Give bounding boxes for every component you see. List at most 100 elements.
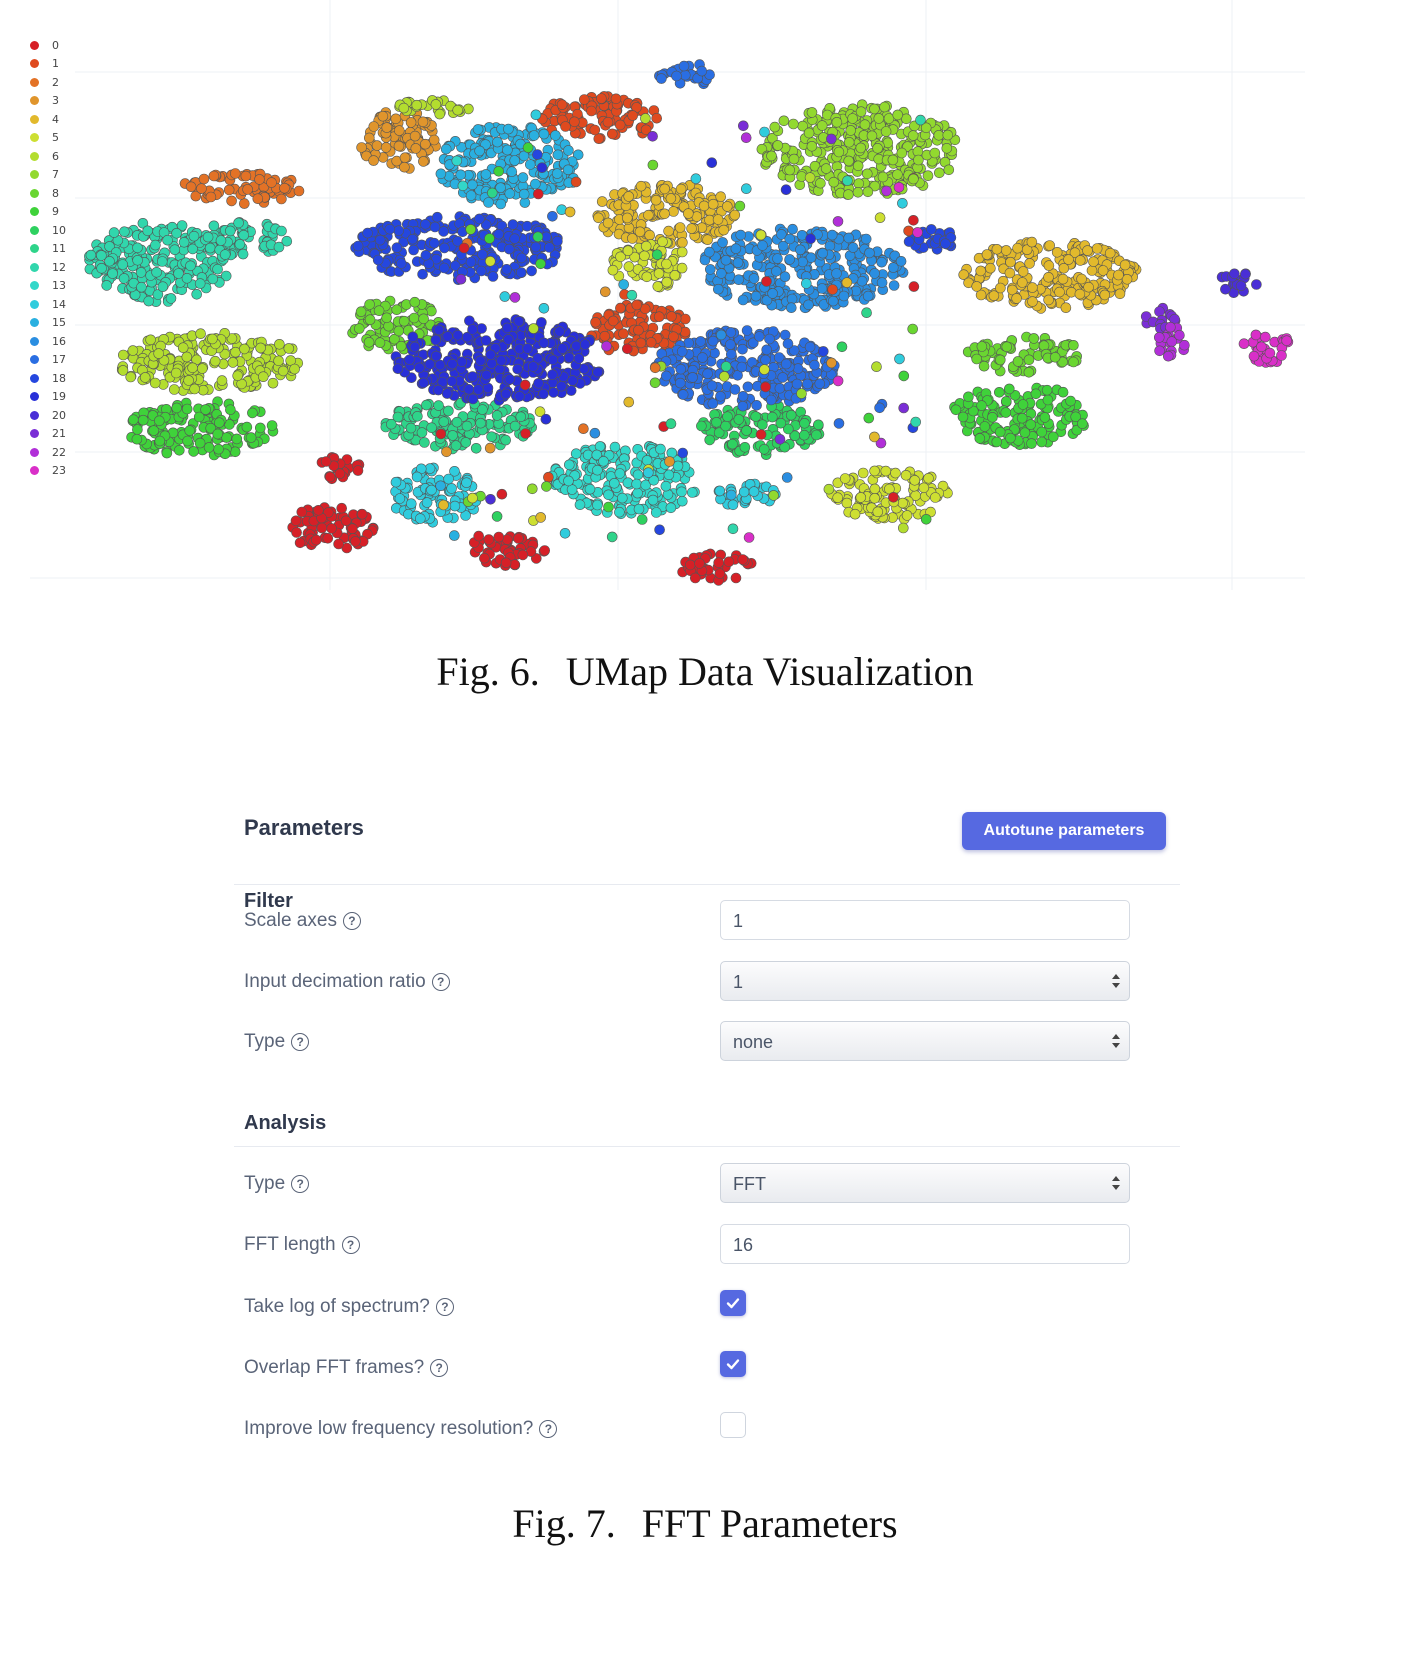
data-point — [169, 244, 181, 255]
legend-item-12[interactable]: 12 — [30, 258, 66, 277]
data-point — [225, 404, 236, 416]
cluster-class-1 — [536, 91, 663, 144]
filter-type-select[interactable]: none — [720, 1021, 1130, 1061]
data-point — [879, 101, 890, 113]
data-point — [316, 522, 328, 534]
help-icon[interactable]: ? — [341, 1236, 360, 1254]
data-point — [183, 375, 194, 386]
help-icon[interactable]: ? — [430, 1359, 449, 1377]
data-point — [792, 363, 804, 374]
data-point — [474, 145, 485, 157]
legend-item-20[interactable]: 20 — [30, 406, 66, 425]
low-frequency-checkbox[interactable] — [720, 1412, 746, 1438]
data-point — [486, 431, 497, 443]
cluster-class-12 — [84, 218, 232, 308]
data-point — [737, 120, 749, 132]
input-decimation-select[interactable]: 1 — [720, 961, 1130, 1001]
data-point — [743, 532, 755, 543]
legend-item-0[interactable]: 0 — [30, 36, 66, 55]
data-point — [843, 155, 855, 167]
data-point — [274, 338, 285, 350]
data-point — [430, 334, 442, 346]
legend-item-10[interactable]: 10 — [30, 221, 66, 240]
take-log-row: Take log of spectrum? ? — [244, 1286, 1180, 1330]
overlap-frames-checkbox[interactable] — [720, 1351, 746, 1377]
data-point — [514, 390, 525, 402]
help-icon[interactable]: ? — [291, 1175, 310, 1193]
legend-item-9[interactable]: 9 — [30, 203, 66, 222]
legend-item-14[interactable]: 14 — [30, 295, 66, 314]
data-point — [433, 400, 444, 411]
legend-item-8[interactable]: 8 — [30, 184, 66, 203]
legend-item-5[interactable]: 5 — [30, 129, 66, 148]
data-point — [174, 444, 185, 456]
legend-label: 13 — [52, 279, 66, 293]
data-point — [430, 99, 442, 110]
legend-item-22[interactable]: 22 — [30, 443, 66, 462]
legend-item-6[interactable]: 6 — [30, 147, 66, 166]
data-point — [452, 104, 464, 116]
data-point — [802, 378, 813, 390]
legend-item-11[interactable]: 11 — [30, 240, 66, 259]
legend-item-16[interactable]: 16 — [30, 332, 66, 351]
data-point — [456, 356, 468, 368]
legend-item-19[interactable]: 19 — [30, 388, 66, 407]
legend-item-3[interactable]: 3 — [30, 92, 66, 111]
data-point — [154, 415, 165, 427]
data-point — [780, 358, 792, 370]
data-point — [861, 168, 873, 180]
data-point — [563, 459, 575, 471]
data-point — [457, 180, 469, 192]
legend-item-18[interactable]: 18 — [30, 369, 66, 388]
data-point — [903, 236, 915, 247]
data-point — [518, 188, 530, 200]
data-point — [356, 508, 368, 520]
data-point — [872, 143, 883, 154]
data-point — [784, 233, 796, 245]
data-point — [881, 185, 892, 197]
data-point — [632, 469, 644, 481]
data-point — [843, 137, 855, 148]
data-point — [696, 420, 707, 432]
help-icon[interactable]: ? — [291, 1033, 310, 1051]
data-point — [276, 225, 287, 237]
legend-item-23[interactable]: 23 — [30, 462, 66, 481]
legend-item-2[interactable]: 2 — [30, 73, 66, 92]
data-point — [162, 234, 173, 246]
legend-item-15[interactable]: 15 — [30, 314, 66, 333]
data-point — [652, 281, 664, 292]
help-icon[interactable]: ? — [539, 1420, 558, 1438]
help-icon[interactable]: ? — [431, 973, 450, 991]
data-point — [189, 383, 200, 395]
data-point — [266, 420, 278, 431]
fft-length-input[interactable]: 16 — [720, 1224, 1130, 1264]
input-decimation-row: Input decimation ratio ? 1 — [244, 961, 1180, 1005]
help-icon[interactable]: ? — [342, 912, 361, 930]
cluster-class-0 — [316, 452, 365, 485]
data-point — [479, 552, 490, 564]
legend-item-17[interactable]: 17 — [30, 351, 66, 370]
data-point — [557, 343, 568, 354]
analysis-type-select[interactable]: FFT — [720, 1163, 1130, 1203]
data-point — [509, 292, 521, 303]
data-point — [623, 191, 635, 202]
legend-item-13[interactable]: 13 — [30, 277, 66, 296]
data-point — [161, 447, 173, 459]
autotune-parameters-button[interactable]: Autotune parameters — [962, 812, 1166, 850]
legend-item-7[interactable]: 7 — [30, 166, 66, 185]
data-point — [730, 243, 742, 254]
data-point — [391, 304, 403, 316]
data-point — [1076, 273, 1087, 285]
take-log-checkbox[interactable] — [720, 1290, 746, 1316]
data-point — [212, 263, 223, 275]
legend-item-1[interactable]: 1 — [30, 55, 66, 74]
scale-axes-input[interactable]: 1 — [720, 900, 1130, 940]
help-icon[interactable]: ? — [435, 1298, 454, 1316]
data-point — [593, 133, 605, 144]
legend-item-4[interactable]: 4 — [30, 110, 66, 129]
data-point — [554, 326, 565, 337]
data-point — [392, 363, 404, 375]
data-point — [991, 436, 1003, 448]
data-point — [589, 427, 601, 439]
legend-item-21[interactable]: 21 — [30, 425, 66, 444]
